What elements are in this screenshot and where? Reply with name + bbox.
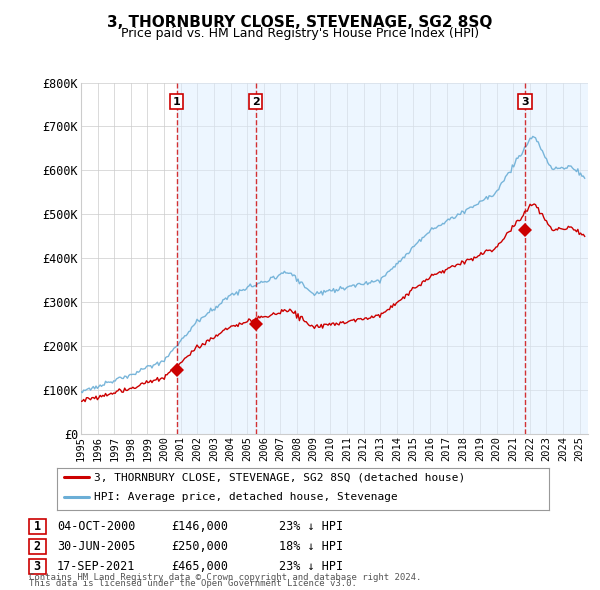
- Text: HPI: Average price, detached house, Stevenage: HPI: Average price, detached house, Stev…: [94, 491, 398, 502]
- Text: 30-JUN-2005: 30-JUN-2005: [57, 540, 136, 553]
- Bar: [256, 83, 588, 434]
- Text: Contains HM Land Registry data © Crown copyright and database right 2024.: Contains HM Land Registry data © Crown c…: [29, 573, 421, 582]
- Text: 17-SEP-2021: 17-SEP-2021: [57, 560, 136, 573]
- Text: 2: 2: [34, 540, 41, 553]
- Bar: [176, 83, 256, 434]
- Text: £465,000: £465,000: [171, 560, 228, 573]
- Text: 2: 2: [251, 97, 259, 107]
- Text: 23% ↓ HPI: 23% ↓ HPI: [279, 520, 343, 533]
- Text: 1: 1: [173, 97, 181, 107]
- Text: 3: 3: [521, 97, 529, 107]
- Text: 3, THORNBURY CLOSE, STEVENAGE, SG2 8SQ: 3, THORNBURY CLOSE, STEVENAGE, SG2 8SQ: [107, 15, 493, 30]
- Text: 3, THORNBURY CLOSE, STEVENAGE, SG2 8SQ (detached house): 3, THORNBURY CLOSE, STEVENAGE, SG2 8SQ (…: [94, 472, 465, 482]
- Text: Price paid vs. HM Land Registry's House Price Index (HPI): Price paid vs. HM Land Registry's House …: [121, 27, 479, 40]
- Text: £250,000: £250,000: [171, 540, 228, 553]
- Text: 23% ↓ HPI: 23% ↓ HPI: [279, 560, 343, 573]
- Text: 1: 1: [34, 520, 41, 533]
- Text: 18% ↓ HPI: 18% ↓ HPI: [279, 540, 343, 553]
- Text: 04-OCT-2000: 04-OCT-2000: [57, 520, 136, 533]
- Text: 3: 3: [34, 560, 41, 573]
- Text: £146,000: £146,000: [171, 520, 228, 533]
- Text: This data is licensed under the Open Government Licence v3.0.: This data is licensed under the Open Gov…: [29, 579, 356, 588]
